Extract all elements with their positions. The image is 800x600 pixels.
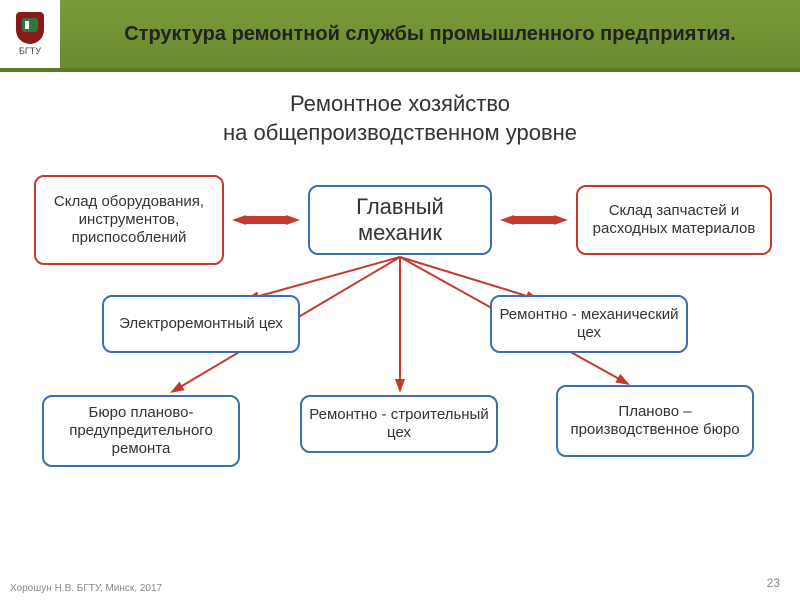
node-bot_mid: Ремонтно - строительный цех bbox=[300, 395, 498, 453]
footer-credit: Хорошун Н.В. БГТУ, Минск, 2017 bbox=[10, 583, 162, 594]
university-logo: БГТУ bbox=[0, 0, 60, 68]
node-right_top: Склад запчастей и расходных материалов bbox=[576, 185, 772, 255]
node-left_mid: Электроремонтный цех bbox=[102, 295, 300, 353]
page-number: 23 bbox=[767, 576, 780, 590]
diagram-canvas: Главный механик Склад оборудования, инстр… bbox=[0, 145, 800, 545]
logo-label: БГТУ bbox=[19, 46, 41, 56]
shield-icon bbox=[16, 12, 44, 44]
subtitle-line-1: Ремонтное хозяйство bbox=[0, 90, 800, 119]
node-left_top: Склад оборудования, инструментов, приспо… bbox=[34, 175, 224, 265]
slide-header: БГТУ Структура ремонтной службы промышле… bbox=[0, 0, 800, 68]
node-center: Главный механик bbox=[308, 185, 492, 255]
node-bot_right: Планово – производственное бюро bbox=[556, 385, 754, 457]
slide-title: Структура ремонтной службы промышленного… bbox=[60, 0, 800, 68]
slide-subtitle: Ремонтное хозяйство на общепроизводствен… bbox=[0, 90, 800, 147]
node-right_mid: Ремонтно - механический цех bbox=[490, 295, 688, 353]
header-underline bbox=[0, 68, 800, 72]
node-bot_left: Бюро планово-предупредительного ремонта bbox=[42, 395, 240, 467]
subtitle-line-2: на общепроизводственном уровне bbox=[0, 119, 800, 148]
